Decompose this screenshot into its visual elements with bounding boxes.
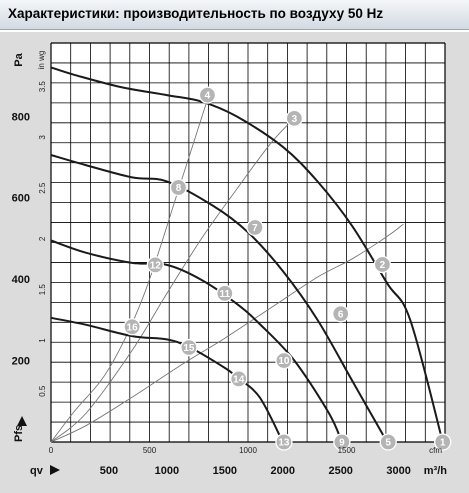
- marker-circle: [373, 255, 392, 274]
- marker-circle: [275, 433, 293, 451]
- marker-circle: [434, 433, 452, 451]
- operating-point-marker: 5: [379, 433, 397, 451]
- operating-point-marker: 11: [216, 284, 234, 303]
- operating-point-marker: 13: [275, 433, 293, 451]
- operating-point-line: [50, 116, 296, 443]
- operating-point-lines: [50, 95, 404, 443]
- fan-curve-line: [50, 66, 444, 443]
- x-tick-label: 2500: [328, 465, 352, 477]
- x-unit-label: m³/h: [424, 465, 448, 477]
- operating-point-marker: 8: [169, 178, 188, 197]
- operating-point-marker: 14: [230, 370, 248, 388]
- y-tick-label: 800: [12, 111, 30, 123]
- marker-circle: [180, 338, 198, 357]
- marker-label: 15: [183, 343, 195, 354]
- y-unit-label: Pa: [13, 52, 25, 66]
- operating-point-marker: 3: [285, 109, 304, 127]
- y-axis-arrow-icon: [17, 416, 27, 426]
- marker-circle: [123, 318, 141, 336]
- marker-label: 2: [380, 260, 386, 271]
- marker-label: 16: [127, 322, 139, 333]
- chart-header: Характеристики: производительность по во…: [0, 0, 469, 30]
- y-tick-label: 400: [12, 274, 30, 286]
- marker-label: 10: [278, 356, 290, 367]
- marker-circle: [230, 370, 248, 388]
- marker-circle: [216, 284, 234, 303]
- marker-circle: [246, 218, 264, 237]
- x-secondary-unit-label: cfm: [429, 446, 442, 455]
- marker-circle: [332, 305, 350, 323]
- operating-point-line: [50, 223, 404, 443]
- marker-label: 8: [176, 183, 182, 194]
- chart-title: Характеристики: производительность по во…: [8, 6, 384, 21]
- operating-point-marker: 2: [373, 255, 392, 274]
- x-secondary-tick-label: 1000: [239, 446, 257, 455]
- marker-circle: [169, 178, 188, 197]
- y-tick-label: 200: [12, 356, 30, 368]
- operating-point-line: [50, 95, 210, 443]
- operating-point-marker: 10: [275, 351, 293, 370]
- y-axis-label: Pfs: [13, 425, 25, 442]
- grid: [50, 42, 446, 443]
- x-axis-label: qv: [30, 465, 44, 477]
- operating-point-marker: 15: [180, 338, 198, 357]
- x-tick-label: 1000: [155, 465, 179, 477]
- marker-label: 9: [339, 438, 345, 449]
- marker-label: 7: [252, 223, 258, 234]
- y-secondary-tick-label: 3: [38, 135, 47, 140]
- operating-point-marker: 9: [333, 433, 351, 451]
- x-tick-label: 2000: [271, 465, 295, 477]
- x-secondary-tick-label: 500: [143, 446, 157, 455]
- y-secondary-tick-label: 1.5: [38, 284, 47, 296]
- x-tick-label: 3000: [386, 465, 410, 477]
- marker-label: 1: [440, 438, 446, 449]
- operating-point-marker: 6: [332, 305, 350, 323]
- marker-label: 5: [385, 438, 391, 449]
- marker-circle: [275, 351, 293, 370]
- marker-circle: [285, 109, 304, 127]
- x-tick-label: 1500: [213, 465, 237, 477]
- marker-label: 13: [278, 438, 290, 449]
- y-secondary-tick-label: 2: [38, 236, 47, 241]
- fan-curve-line: [50, 154, 388, 443]
- marker-label: 12: [150, 260, 162, 271]
- x-secondary-tick-label: 0: [49, 446, 54, 455]
- marker-label: 11: [220, 289, 231, 300]
- y-secondary-tick-label: 1: [38, 338, 47, 343]
- operating-point-marker: 16: [123, 318, 141, 336]
- y-secondary-unit-label: in wg: [37, 51, 46, 70]
- y-tick-label: 600: [12, 193, 30, 205]
- operating-point-marker: 1: [434, 433, 452, 451]
- x-secondary-tick-label: 1500: [338, 446, 356, 455]
- marker-circle: [379, 433, 397, 451]
- marker-label: 4: [205, 91, 211, 102]
- operating-point-marker: 7: [246, 218, 264, 237]
- operating-point-marker: 12: [146, 256, 164, 274]
- y-secondary-tick-label: 3.5: [38, 81, 47, 93]
- marker-label: 14: [233, 374, 245, 385]
- marker-label: 3: [292, 114, 298, 125]
- x-tick-label: 500: [100, 465, 118, 477]
- y-secondary-tick-label: 2.5: [38, 182, 47, 194]
- marker-circle: [198, 86, 217, 104]
- x-axis-arrow-icon: [50, 465, 60, 475]
- marker-label: 6: [338, 309, 344, 320]
- marker-circle: [146, 256, 164, 274]
- marker-circle: [333, 433, 351, 451]
- operating-point-marker: 4: [198, 86, 217, 104]
- y-secondary-tick-label: 0.5: [38, 385, 47, 397]
